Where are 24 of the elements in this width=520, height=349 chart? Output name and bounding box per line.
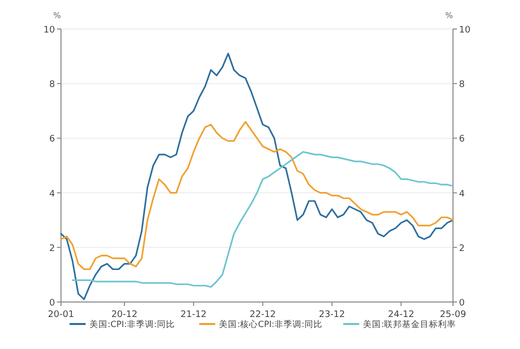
y2-axis-title: % [445,11,454,20]
x-tick-label: 22-12 [250,310,276,320]
y2-tick-label: 6 [459,134,465,145]
y-tick-label: 2 [49,244,55,254]
legend-label: 美国:CPI:非季调:同比 [90,319,175,330]
x-tick-label: 25-09 [440,310,466,320]
x-tick-label: 20-12 [111,310,138,320]
y2-tick-label: 2 [459,244,465,254]
y-axis-title: % [53,11,62,20]
x-tick-label: 23-12 [318,310,346,320]
x-tick-label: 24-12 [388,310,414,320]
y-tick-label: 6 [49,134,56,145]
y2-tick-label: 10 [459,26,471,36]
y-tick-label: 4 [49,189,56,200]
x-tick-label: 20-01 [48,310,74,320]
y2-tick-label: 4 [459,189,465,200]
x-tick-label: 21-12 [180,310,207,320]
legend-label: 美国:核心CPI:非季调:同比 [219,319,322,330]
y2-tick-label: 8 [459,80,465,90]
y-tick-label: 0 [49,298,56,308]
y2-tick-label: 0 [459,298,465,308]
y-tick-label: 10 [44,26,56,36]
legend-label: 美国:联邦基金目标利率 [363,319,456,330]
y-tick-label: 8 [49,80,56,90]
